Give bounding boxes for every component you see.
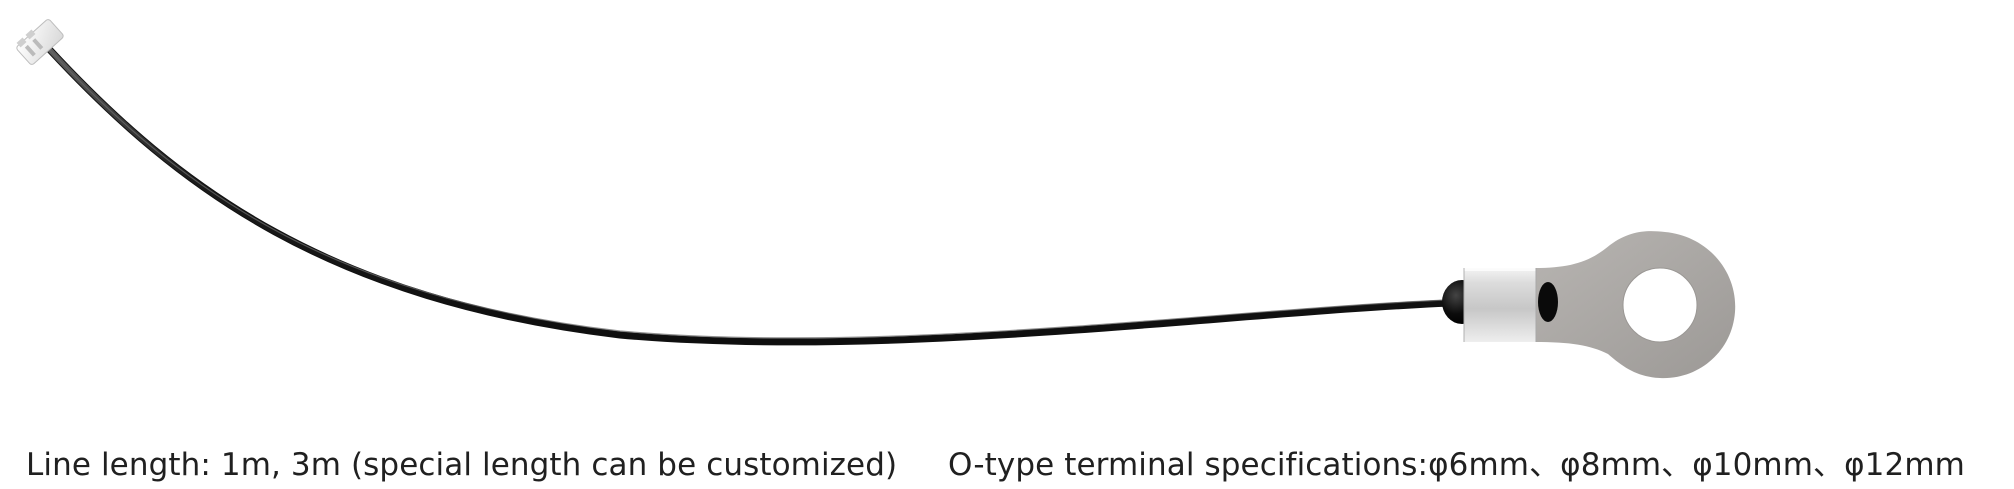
metal-sleeve — [1463, 268, 1537, 342]
terminal-specs-caption: O-type terminal specifications:φ6mm、φ8mm… — [948, 447, 1965, 483]
sensor-illustration — [16, 19, 1736, 379]
ring-terminal — [1530, 231, 1736, 379]
cable — [46, 46, 1479, 346]
wire-connector — [16, 19, 64, 65]
line-length-caption: Line length: 1m, 3m (special length can … — [26, 447, 898, 483]
